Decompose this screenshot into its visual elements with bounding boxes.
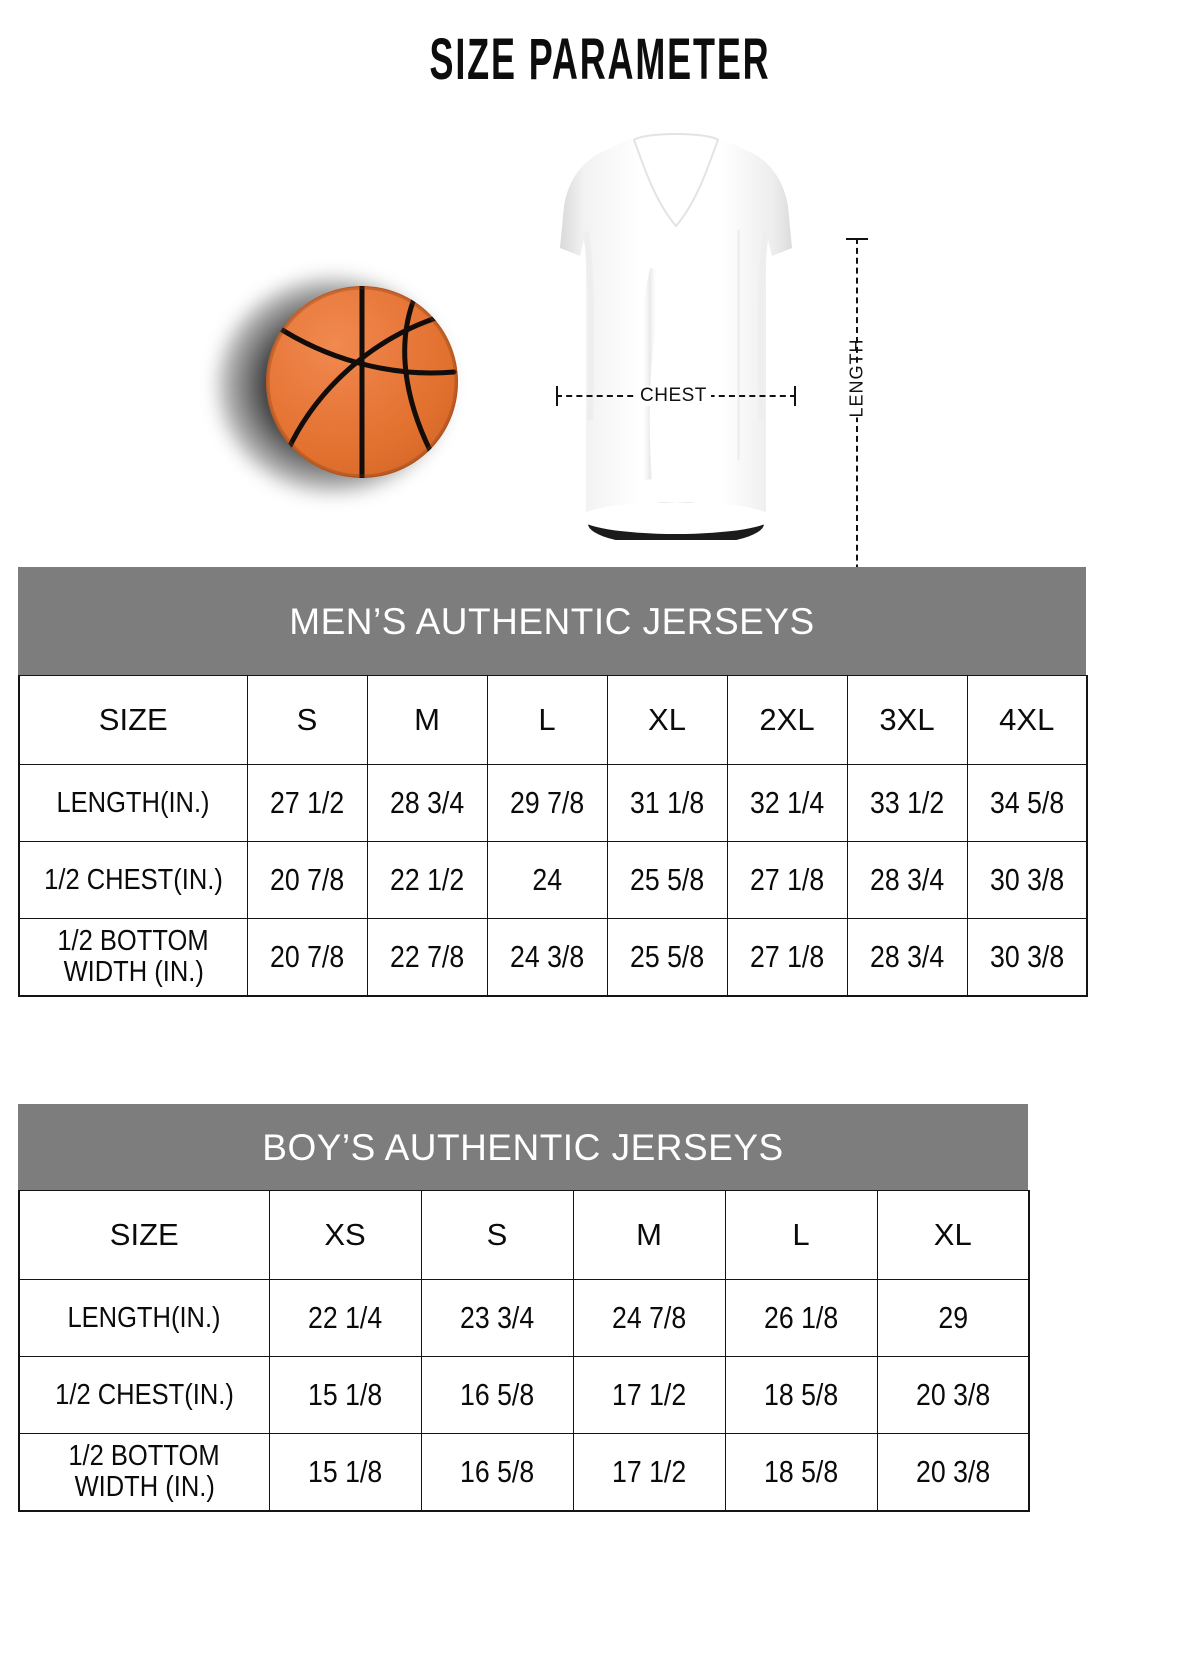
mens-bottom-l: 24 3/8 xyxy=(486,918,608,997)
boys-row-label-chest: 1/2 CHEST(IN.) xyxy=(18,1356,270,1434)
boys-size-table-block: BOY’S AUTHENTIC JERSEYS SIZE XS S M L XL… xyxy=(18,1104,1030,1512)
length-label: LENGTH xyxy=(842,338,872,418)
mens-col-head-2: M xyxy=(366,675,488,765)
boys-length-s: 23 3/4 xyxy=(420,1279,574,1357)
boys-length-l: 26 1/8 xyxy=(724,1279,878,1357)
mens-bottom-2xl: 27 1/8 xyxy=(726,918,848,997)
boys-row-label-length: LENGTH(IN.) xyxy=(18,1279,270,1357)
boys-col-head-2: S xyxy=(420,1190,574,1280)
mens-length-xl: 31 1/8 xyxy=(606,764,728,842)
mens-header-row: SIZE S M L XL 2XL 3XL 4XL xyxy=(18,675,1088,765)
table-row: 1/2 CHEST(IN.) 20 7/8 22 1/2 24 25 5/8 2… xyxy=(18,841,1088,919)
boys-bottom-l: 18 5/8 xyxy=(724,1433,878,1512)
chest-cap-right xyxy=(794,386,796,406)
mens-bottom-4xl: 30 3/8 xyxy=(966,918,1088,997)
mens-chest-3xl: 28 3/4 xyxy=(846,841,968,919)
boys-bottom-s: 16 5/8 xyxy=(420,1433,574,1512)
mens-col-head-1: S xyxy=(246,675,368,765)
boys-size-table: SIZE XS S M L XL LENGTH(IN.) 22 1/4 23 3… xyxy=(18,1190,1030,1512)
mens-bottom-s: 20 7/8 xyxy=(246,918,368,997)
boys-header-row: SIZE XS S M L XL xyxy=(18,1190,1030,1280)
boys-length-xs: 22 1/4 xyxy=(268,1279,422,1357)
mens-col-head-0: SIZE xyxy=(18,675,248,765)
table-row: 1/2 BOTTOM WIDTH (IN.) 15 1/8 16 5/8 17 … xyxy=(18,1433,1030,1512)
boys-bottom-xs: 15 1/8 xyxy=(268,1433,422,1512)
mens-col-head-4: XL xyxy=(606,675,728,765)
boys-bottom-m: 17 1/2 xyxy=(572,1433,726,1512)
boys-chest-s: 16 5/8 xyxy=(420,1356,574,1434)
boys-chest-l: 18 5/8 xyxy=(724,1356,878,1434)
mens-size-table-block: MEN’S AUTHENTIC JERSEYS SIZE S M L XL 2X… xyxy=(18,567,1088,997)
jersey-illustration xyxy=(540,120,812,540)
mens-row-label-bottom-width: 1/2 BOTTOM WIDTH (IN.) xyxy=(18,918,248,997)
mens-length-2xl: 32 1/4 xyxy=(726,764,848,842)
table-row: 1/2 BOTTOM WIDTH (IN.) 20 7/8 22 7/8 24 … xyxy=(18,918,1088,997)
boys-bottom-xl: 20 3/8 xyxy=(876,1433,1030,1512)
mens-chest-m: 22 1/2 xyxy=(366,841,488,919)
mens-chest-xl: 25 5/8 xyxy=(606,841,728,919)
mens-col-head-7: 4XL xyxy=(966,675,1088,765)
boys-chest-xl: 20 3/8 xyxy=(876,1356,1030,1434)
mens-chest-l: 24 xyxy=(486,841,608,919)
boys-table-heading: BOY’S AUTHENTIC JERSEYS xyxy=(18,1104,1028,1190)
boys-col-head-4: L xyxy=(724,1190,878,1280)
page-title: SIZE PARAMETER xyxy=(429,27,771,92)
mens-length-s: 27 1/2 xyxy=(246,764,368,842)
chest-label: CHEST xyxy=(636,386,711,406)
boys-row-label-bottom-width: 1/2 BOTTOM WIDTH (IN.) xyxy=(18,1433,270,1512)
mens-bottom-3xl: 28 3/4 xyxy=(846,918,968,997)
mens-chest-4xl: 30 3/8 xyxy=(966,841,1088,919)
mens-bottom-xl: 25 5/8 xyxy=(606,918,728,997)
mens-length-m: 28 3/4 xyxy=(366,764,488,842)
mens-col-head-5: 2XL xyxy=(726,675,848,765)
length-dash xyxy=(856,238,858,620)
mens-chest-s: 20 7/8 xyxy=(246,841,368,919)
boys-col-head-3: M xyxy=(572,1190,726,1280)
boys-col-head-1: XS xyxy=(268,1190,422,1280)
illustration-area: CHEST LENGTH xyxy=(0,110,1200,620)
boys-chest-m: 17 1/2 xyxy=(572,1356,726,1434)
boys-length-m: 24 7/8 xyxy=(572,1279,726,1357)
mens-size-table: SIZE S M L XL 2XL 3XL 4XL LENGTH(IN.) 27… xyxy=(18,675,1088,997)
boys-col-head-5: XL xyxy=(876,1190,1030,1280)
length-measure-line: LENGTH xyxy=(842,238,872,620)
mens-length-3xl: 33 1/2 xyxy=(846,764,968,842)
basketball-illustration xyxy=(218,268,488,518)
basketball-icon xyxy=(266,286,458,478)
table-row: LENGTH(IN.) 22 1/4 23 3/4 24 7/8 26 1/8 … xyxy=(18,1279,1030,1357)
mens-col-head-3: L xyxy=(486,675,608,765)
mens-bottom-m: 22 7/8 xyxy=(366,918,488,997)
mens-length-l: 29 7/8 xyxy=(486,764,608,842)
chest-measure-line: CHEST xyxy=(556,386,796,406)
mens-table-heading: MEN’S AUTHENTIC JERSEYS xyxy=(18,567,1086,675)
boys-length-xl: 29 xyxy=(876,1279,1030,1357)
mens-row-label-length: LENGTH(IN.) xyxy=(18,764,248,842)
boys-chest-xs: 15 1/8 xyxy=(268,1356,422,1434)
mens-col-head-6: 3XL xyxy=(846,675,968,765)
mens-row-label-chest: 1/2 CHEST(IN.) xyxy=(18,841,248,919)
table-row: 1/2 CHEST(IN.) 15 1/8 16 5/8 17 1/2 18 5… xyxy=(18,1356,1030,1434)
mens-length-4xl: 34 5/8 xyxy=(966,764,1088,842)
mens-chest-2xl: 27 1/8 xyxy=(726,841,848,919)
table-row: LENGTH(IN.) 27 1/2 28 3/4 29 7/8 31 1/8 … xyxy=(18,764,1088,842)
boys-col-head-0: SIZE xyxy=(18,1190,270,1280)
